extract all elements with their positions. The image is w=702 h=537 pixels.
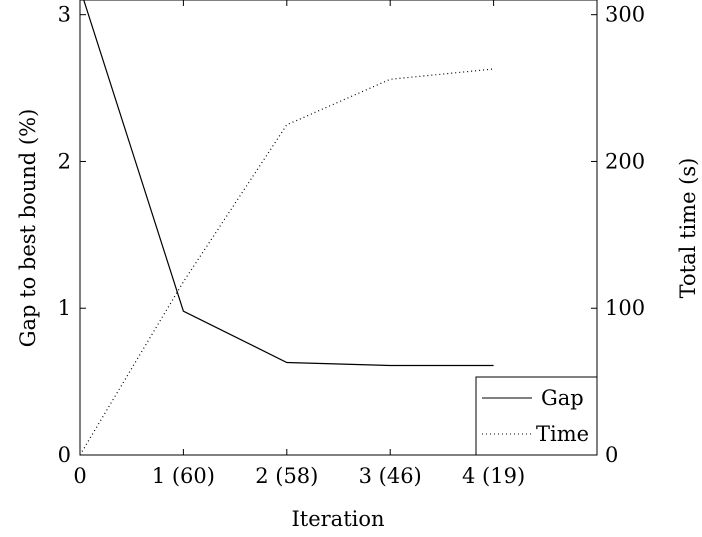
y-axis-right: 0 100 200 300 [591,3,645,467]
x-axis: 0 1 (60) 2 (58) 3 (46) 4 (19) [73,0,525,488]
x-tick-label: 0 [73,464,86,488]
y-right-tick-label: 200 [605,149,645,173]
y-left-tick-label: 0 [58,443,71,467]
series-line-gap [83,0,494,367]
y-left-tick-label: 1 [58,296,71,320]
y-right-tick-label: 0 [605,443,618,467]
x-tick-label: 1 (60) [152,464,215,488]
legend-label-gap: Gap [541,386,584,410]
x-tick-label: 4 (19) [462,464,525,488]
legend: Gap Time [475,376,598,456]
y-right-tick-label: 300 [605,3,645,27]
plot-frame [79,0,598,456]
y-axis-left-title: Gap to best bound (%) [16,109,40,348]
y-left-tick-label: 3 [58,3,71,27]
x-tick-label: 2 (58) [255,464,318,488]
series-layer [80,0,494,455]
y-axis-left: 0 1 2 3 [58,3,86,467]
y-right-tick-label: 100 [605,296,645,320]
legend-label-time: Time [536,422,589,446]
x-axis-title: Iteration [291,507,384,531]
series-line-time [80,68,494,455]
y-left-tick-label: 2 [58,149,71,173]
x-tick-label: 3 (46) [359,464,422,488]
y-axis-right-title: Total time (s) [676,158,700,299]
legend-box [475,376,598,456]
plot-border [79,0,598,456]
